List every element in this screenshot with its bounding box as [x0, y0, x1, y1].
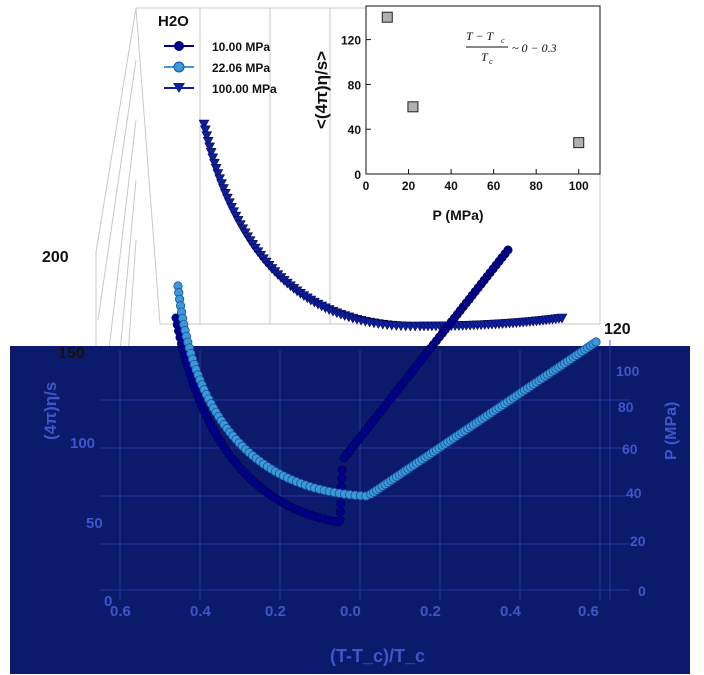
marker-100mpa: [216, 179, 227, 190]
legend-item-22mpa: 22.06 MPa: [164, 61, 270, 75]
inset-xtick-label: 20: [402, 179, 416, 193]
inset-xtick-label: 80: [530, 179, 544, 193]
series-22mpa: [173, 281, 601, 501]
p-tick-100: 100: [616, 363, 640, 379]
inset-xtick-label: 40: [444, 179, 458, 193]
legend-marker-100mpa: [173, 83, 185, 93]
z-tick-100: 100: [70, 435, 95, 452]
marker-10mpa: [337, 465, 347, 475]
legend: H2O 10.00 MPa 22.06 MPa 100.00 MPa: [158, 13, 277, 96]
marker-100mpa: [204, 142, 216, 153]
x-tick-7: 0.6: [578, 603, 599, 620]
legend-marker-10mpa: [174, 41, 184, 51]
marker-100mpa: [214, 174, 226, 185]
p-tick-40: 40: [626, 485, 642, 501]
marker-10mpa: [335, 515, 345, 525]
p-tick-120: 120: [604, 321, 631, 338]
p-tick-20: 20: [630, 533, 646, 549]
marker-100mpa: [210, 164, 222, 174]
marker-10mpa: [335, 507, 345, 517]
marker-100mpa: [198, 119, 210, 130]
x-tick-5: 0.2: [420, 603, 441, 620]
marker-22mpa: [591, 337, 601, 347]
inset-ytick-label: 0: [354, 168, 361, 182]
marker-100mpa: [217, 184, 229, 194]
z-tick-150: 150: [58, 345, 85, 362]
inset-ytick-label: 80: [348, 78, 362, 92]
inset-xtick-label: 0: [363, 179, 370, 193]
legend-label-22mpa: 22.06 MPa: [212, 61, 270, 75]
marker-100mpa: [556, 313, 568, 324]
p-tick-80: 80: [618, 399, 634, 415]
annotation-numerator: T − T: [466, 29, 495, 43]
x-tick-3: 0.2: [265, 603, 286, 620]
legend-label-10mpa: 10.00 MPa: [212, 40, 270, 54]
marker-10mpa: [503, 245, 513, 255]
p-tick-60: 60: [622, 441, 638, 457]
front-panel: [10, 346, 690, 674]
inset-xlabel: P (MPa): [432, 207, 483, 223]
inset-frame: [365, 5, 601, 175]
legend-label-100mpa: 100.00 MPa: [212, 82, 277, 96]
x-tick-2: 0.4: [190, 603, 212, 620]
annotation-denominator: T: [481, 50, 489, 64]
inset-point: [407, 101, 419, 113]
inset-point: [381, 11, 393, 23]
inset-ylabel: <(4π)η/s>: [312, 51, 331, 129]
marker-100mpa: [212, 169, 224, 180]
annotation-rhs: ~ 0 − 0.3: [512, 41, 557, 55]
inset-plot: <(4π)η/s> P (MPa) 0 20 40 60 80 100 0 40 80 120 T…: [312, 5, 601, 223]
legend-title: H2O: [158, 13, 189, 30]
panel-grid: [100, 340, 630, 600]
x-tick-4: 0.0: [340, 603, 361, 620]
inset-points: [381, 11, 585, 149]
marker-100mpa: [202, 137, 214, 147]
legend-item-100mpa: 100.00 MPa: [164, 82, 277, 96]
x-axis-label: (T-T_c)/T_c: [330, 646, 425, 666]
marker-100mpa: [207, 153, 219, 164]
x-tick-1: 0.6: [110, 603, 131, 620]
series-100mpa: [198, 119, 568, 332]
inset-xtick-label: 100: [569, 179, 589, 193]
annotation-denominator-sub: c: [489, 57, 493, 66]
z-tick-0: 0: [104, 593, 112, 610]
inset-annotation: T − T c T c ~ 0 − 0.3: [466, 29, 557, 66]
legend-item-10mpa: 10.00 MPa: [164, 40, 270, 54]
marker-100mpa: [199, 125, 211, 136]
p-tick-0: 0: [638, 583, 646, 599]
inset-point: [573, 137, 585, 149]
marker-100mpa: [205, 148, 217, 158]
p-axis-label: P (MPa): [663, 402, 680, 460]
z-tick-50: 50: [86, 515, 103, 532]
annotation-numerator-sub: c: [501, 36, 505, 45]
inset-ticks: 0 20 40 60 80 100 0 40 80 120: [341, 34, 589, 193]
z-axis-label: (4π)η/s: [41, 382, 60, 440]
marker-100mpa: [209, 158, 220, 169]
inset-xtick-label: 60: [487, 179, 501, 193]
inset-ytick-label: 40: [348, 123, 362, 137]
marker-10mpa: [336, 498, 346, 508]
marker-10mpa: [337, 473, 347, 483]
marker-100mpa: [201, 131, 213, 142]
inset-ytick-label: 120: [341, 34, 361, 48]
data-curves: [171, 119, 601, 527]
x-tick-6: 0.4: [500, 603, 522, 620]
legend-marker-22mpa: [173, 61, 185, 73]
z-tick-200: 200: [42, 249, 69, 266]
